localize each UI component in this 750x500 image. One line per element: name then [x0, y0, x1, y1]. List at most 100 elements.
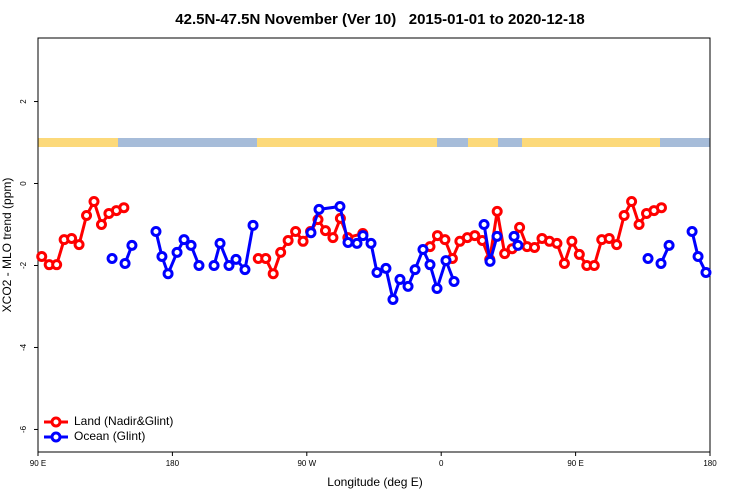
- data-point: [327, 232, 339, 244]
- data-point: [365, 237, 377, 249]
- data-point: [424, 259, 436, 271]
- data-point: [247, 219, 259, 231]
- data-point: [700, 266, 712, 278]
- data-point: [214, 237, 226, 249]
- data-point: [499, 248, 511, 260]
- data-point: [686, 225, 698, 237]
- data-point: [611, 239, 623, 251]
- data-point: [573, 248, 585, 260]
- data-point: [394, 273, 406, 285]
- data-point: [351, 237, 363, 249]
- data-point: [484, 255, 496, 267]
- data-point: [692, 250, 704, 262]
- data-point: [478, 219, 490, 231]
- data-point: [334, 200, 346, 212]
- data-point: [230, 253, 242, 265]
- data-point: [275, 246, 287, 258]
- data-point: [88, 196, 100, 208]
- data-point: [588, 259, 600, 271]
- data-point: [267, 268, 279, 280]
- data-point: [439, 234, 451, 246]
- x-tick-label: 90 E: [30, 459, 46, 468]
- data-point: [655, 257, 667, 269]
- data-point: [118, 202, 130, 214]
- chart-title: 42.5N-47.5N November (Ver 10) 2015-01-01…: [175, 11, 584, 28]
- y-tick-label: 0: [19, 181, 28, 186]
- data-point: [491, 205, 503, 217]
- y-tick-label: -4: [19, 343, 28, 351]
- data-point: [95, 219, 107, 231]
- x-tick-label: 0: [439, 459, 444, 468]
- data-point: [223, 259, 235, 271]
- data-point: [663, 239, 675, 251]
- data-point: [551, 237, 563, 249]
- data-point: [81, 209, 93, 221]
- legend-marker: [50, 416, 62, 428]
- data-point: [508, 230, 520, 242]
- data-point: [655, 202, 667, 214]
- data-point: [282, 234, 294, 246]
- data-point: [305, 227, 317, 239]
- data-point: [150, 225, 162, 237]
- data-point: [66, 232, 78, 244]
- data-point: [260, 253, 272, 265]
- x-tick-label: 180: [166, 459, 180, 468]
- data-point: [642, 253, 654, 265]
- data-point: [618, 209, 630, 221]
- data-point: [290, 225, 302, 237]
- data-point: [402, 280, 414, 292]
- data-point: [239, 264, 251, 276]
- data-point: [440, 255, 452, 267]
- data-point: [357, 230, 369, 242]
- data-point: [529, 241, 541, 253]
- data-point: [119, 257, 131, 269]
- data-point: [448, 275, 460, 287]
- land-ocean-strip: [38, 138, 710, 147]
- data-point: [208, 259, 220, 271]
- data-point: [469, 230, 481, 242]
- plot-frame: [37, 37, 711, 453]
- legend-label: Ocean (Glint): [74, 429, 145, 443]
- data-point: [603, 232, 615, 244]
- data-point: [73, 239, 85, 251]
- data-point: [36, 250, 48, 262]
- data-point: [431, 282, 443, 294]
- data-point: [193, 259, 205, 271]
- x-tick-label: 180: [703, 459, 717, 468]
- data-point: [626, 196, 638, 208]
- data-point: [558, 257, 570, 269]
- legend-marker: [50, 431, 62, 443]
- data-point: [409, 264, 421, 276]
- legend-label: Land (Nadir&Glint): [74, 414, 173, 428]
- data-point: [371, 266, 383, 278]
- x-tick-label: 90 E: [567, 459, 583, 468]
- land-strip: [38, 138, 118, 147]
- data-point: [387, 294, 399, 306]
- data-point: [342, 237, 354, 249]
- data-point: [417, 244, 429, 256]
- land-strip: [257, 138, 437, 147]
- data-point: [633, 219, 645, 231]
- x-axis-label: Longitude (deg E): [327, 475, 422, 489]
- data-point: [156, 250, 168, 262]
- data-point: [319, 225, 331, 237]
- data-point: [491, 230, 503, 242]
- data-point: [514, 221, 526, 233]
- data-point: [162, 268, 174, 280]
- x-tick-label: 90 W: [297, 459, 316, 468]
- y-tick-label: -2: [19, 261, 28, 269]
- data-point: [126, 239, 138, 251]
- y-axis-label: XCO2 - MLO trend (ppm): [0, 178, 14, 313]
- data-point: [313, 203, 325, 215]
- legend: Land (Nadir&Glint)Ocean (Glint): [44, 414, 173, 443]
- land-strip: [522, 138, 660, 147]
- data-point: [51, 259, 63, 271]
- data-point: [185, 239, 197, 251]
- data-point: [380, 262, 392, 274]
- data-point: [106, 253, 118, 265]
- y-tick-label: -6: [19, 425, 28, 433]
- data-point: [566, 235, 578, 247]
- data-point: [512, 239, 524, 251]
- land-strip: [468, 138, 498, 147]
